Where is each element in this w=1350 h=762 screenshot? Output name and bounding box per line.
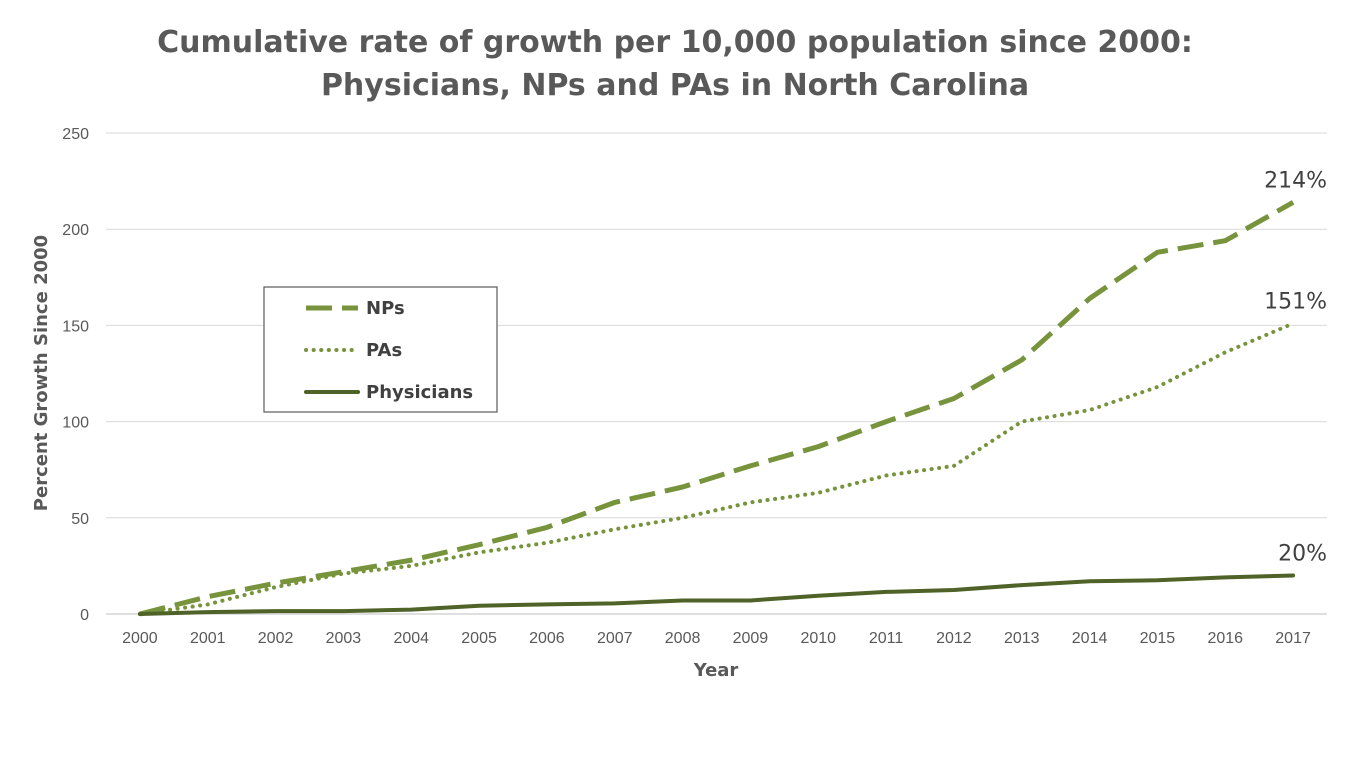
y-tick-label: 50	[71, 511, 89, 528]
legend-label-pas: PAs	[366, 340, 402, 361]
x-tick-label: 2010	[800, 630, 836, 647]
x-tick-label: 2014	[1072, 630, 1108, 647]
x-tick-label: 2001	[190, 630, 226, 647]
y-tick-label: 0	[80, 607, 89, 624]
chart-title: Cumulative rate of growth per 10,000 pop…	[157, 25, 1193, 103]
x-tick-label: 2011	[869, 630, 904, 647]
chart-title-line-1: Cumulative rate of growth per 10,000 pop…	[157, 25, 1193, 60]
legend-box	[263, 286, 498, 413]
y-tick-label: 250	[62, 126, 89, 143]
x-tick-label: 2004	[393, 630, 429, 647]
series-line-pas	[137, 321, 1296, 616]
end-label-nps: 214%	[1264, 168, 1327, 193]
x-tick-label: 2012	[936, 630, 972, 647]
end-label-physicians: 20%	[1278, 542, 1327, 567]
x-tick-label: 2006	[529, 630, 565, 647]
chart-title-line-2: Physicians, NPs and PAs in North Carolin…	[321, 68, 1029, 103]
y-tick-label: 100	[62, 415, 89, 432]
x-tick-label: 2008	[665, 630, 701, 647]
series-line-nps	[139, 200, 1295, 617]
legend: NPs PAs Physicians	[263, 286, 498, 413]
x-tick-label: 2015	[1140, 630, 1176, 647]
x-tick-label: 2013	[1004, 630, 1040, 647]
x-tick-label: 2017	[1275, 630, 1311, 647]
x-tick-label: 2007	[597, 630, 633, 647]
y-tick-label: 150	[62, 318, 89, 335]
x-axis-ticks: 2000 2001 2002 2003 2004 2005 2006 2007 2008 2009…	[122, 630, 1311, 647]
series-lines	[137, 200, 1296, 617]
legend-label-physicians: Physicians	[366, 382, 473, 403]
y-axis-label: Percent Growth Since 2000	[31, 235, 52, 511]
x-tick-label: 2003	[326, 630, 362, 647]
end-label-pas: 151%	[1264, 289, 1327, 314]
end-labels: 214% 151% 20%	[1264, 168, 1327, 566]
x-tick-label: 2005	[461, 630, 497, 647]
y-tick-label: 200	[62, 222, 89, 239]
x-tick-label: 2002	[258, 630, 294, 647]
legend-label-nps: NPs	[366, 298, 405, 319]
x-axis-label: Year	[693, 660, 739, 681]
y-axis-ticks: 0 50 100 150 200 250	[62, 126, 89, 624]
x-tick-label: 2009	[733, 630, 769, 647]
x-tick-label: 2016	[1207, 630, 1243, 647]
series-line-physicians	[137, 573, 1296, 616]
x-tick-label: 2000	[122, 630, 158, 647]
